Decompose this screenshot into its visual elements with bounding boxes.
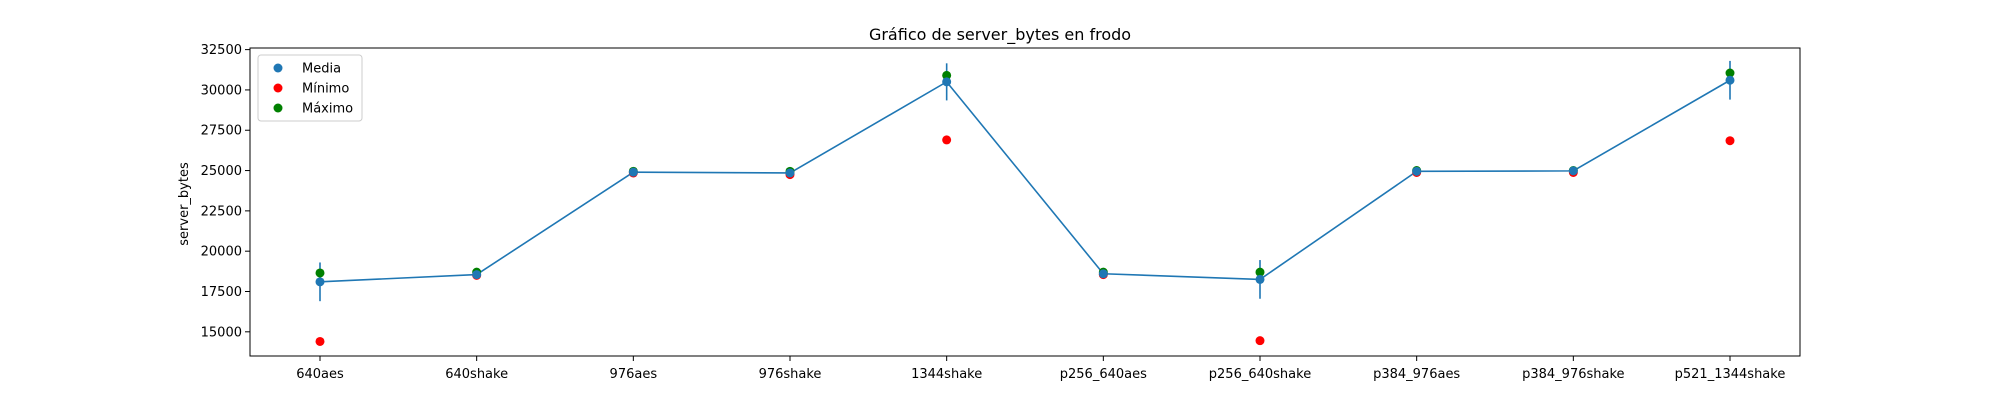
legend-label: Mínimo [302, 82, 349, 97]
legend-marker [273, 63, 283, 73]
x-tick-label: p256_640shake [1209, 367, 1311, 382]
data-point-media [942, 77, 952, 87]
y-tick-label: 22500 [201, 204, 242, 219]
x-tick-label: p256_640aes [1060, 367, 1147, 382]
data-point-media [1568, 166, 1578, 176]
plot-area-frame [249, 47, 1801, 357]
y-tick-label: 17500 [201, 285, 242, 300]
data-point-media [1098, 269, 1108, 279]
data-point-minimo [315, 336, 325, 346]
series-layer [315, 60, 1735, 346]
y-tick-label: 27500 [201, 124, 242, 139]
data-point-media [1412, 166, 1422, 176]
data-point-media [785, 168, 795, 178]
data-point-media [1725, 75, 1735, 85]
legend-marker [273, 83, 283, 93]
y-tick-label: 30000 [201, 83, 242, 98]
y-tick-label: 20000 [201, 245, 242, 260]
y-axis: 15000 17500 20000 22500 25000 27500 30000 32500 [201, 43, 250, 340]
x-tick-label: 640shake [445, 367, 508, 382]
y-tick-label: 25000 [201, 164, 242, 179]
data-point-media [472, 270, 482, 280]
data-point-maximo [942, 70, 952, 80]
y-tick-label: 15000 [201, 325, 242, 340]
x-tick-label: 976aes [610, 367, 658, 382]
legend-label: Media [302, 62, 341, 77]
data-point-maximo [1255, 267, 1265, 277]
y-tick-label: 32500 [201, 43, 242, 58]
data-point-maximo [1725, 68, 1735, 78]
data-point-media [1255, 274, 1265, 284]
data-point-minimo [1725, 136, 1735, 146]
x-tick-label: p384_976shake [1522, 367, 1624, 382]
data-point-media [315, 277, 325, 287]
data-point-maximo [315, 268, 325, 278]
data-point-minimo [1255, 336, 1265, 346]
legend-box [257, 54, 363, 122]
x-tick-label: p521_1344shake [1675, 367, 1786, 382]
x-tick-label: p384_976aes [1373, 367, 1460, 382]
legend-marker [273, 103, 283, 113]
x-tick-label: 640aes [296, 367, 344, 382]
legend: Media Mínimo Máximo [257, 54, 363, 122]
x-tick-label: 1344shake [911, 367, 982, 382]
data-point-media [628, 167, 638, 177]
series-line-media [319, 79, 1731, 283]
legend-label: Máximo [302, 102, 353, 117]
y-axis-label: server_bytes [177, 162, 192, 246]
x-tick-label: 976shake [759, 367, 822, 382]
x-axis: 640aes 640shake 976aes 976shake 1344shake p25… [296, 356, 1785, 382]
chart-title: Gráfico de server_bytes en frodo [869, 25, 1131, 45]
data-point-minimo [942, 135, 952, 145]
